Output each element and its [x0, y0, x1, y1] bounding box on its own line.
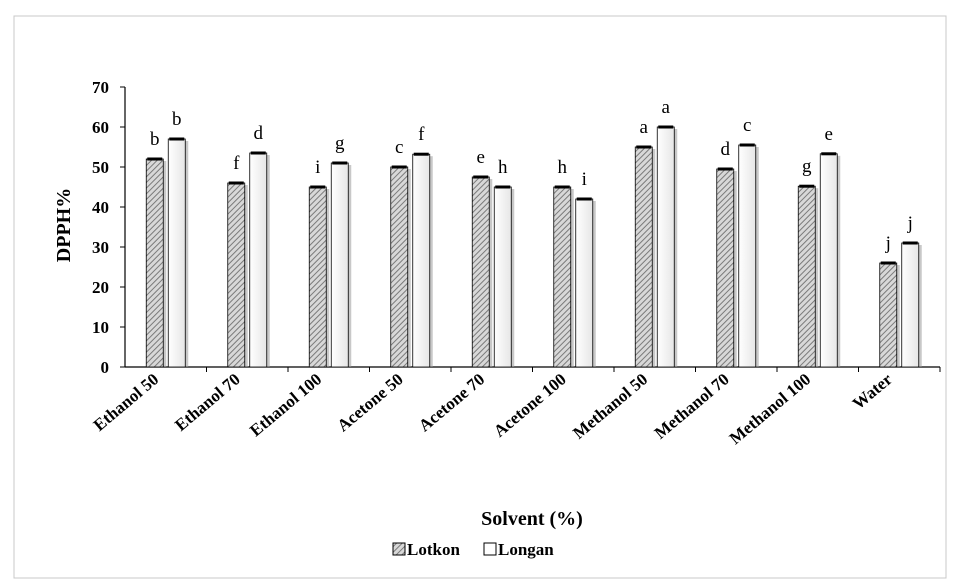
significance-letter: h	[498, 157, 508, 178]
y-axis-title: DPPH%	[53, 188, 75, 262]
y-tick-label: 40	[92, 198, 109, 217]
x-tick-label: Acetone 100	[490, 370, 570, 441]
x-tick-label: Ethanol 70	[171, 370, 244, 435]
bar-longan	[738, 144, 757, 368]
legend-item-lotkon: Lotkon	[392, 540, 460, 559]
y-tick-label: 70	[92, 78, 109, 97]
legend-item-longan: Longan	[483, 540, 554, 559]
significance-letter: i	[315, 157, 320, 178]
bar-longan	[493, 186, 512, 368]
chart-border	[13, 15, 947, 579]
x-tick-label: Ethanol 100	[246, 370, 325, 441]
y-tick-label: 10	[92, 318, 109, 337]
x-tick-label: Methanol 70	[651, 370, 733, 443]
bar-lotkon	[227, 182, 246, 368]
bar-lotkon	[716, 168, 735, 368]
legend-swatch	[483, 542, 497, 556]
bar-lotkon	[879, 262, 898, 368]
x-tick-label: Methanol 50	[569, 370, 651, 443]
bars-group	[145, 125, 922, 368]
bar-longan	[656, 126, 675, 368]
x-axis-title: Solvent (%)	[481, 508, 583, 530]
significance-letter: g	[335, 133, 345, 154]
legend-label: Lotkon	[407, 540, 460, 559]
significance-letter: g	[802, 156, 812, 177]
bar-lotkon	[797, 185, 816, 368]
significance-letter: e	[825, 124, 833, 145]
significance-letter: f	[418, 124, 425, 145]
y-tick-label: 60	[92, 118, 109, 137]
legend: Lotkon Longan	[392, 540, 554, 559]
significance-letter: d	[721, 139, 731, 160]
significance-letter: b	[172, 109, 182, 130]
bar-longan	[167, 138, 186, 368]
bar-lotkon	[390, 166, 409, 368]
x-tick-label: Water	[849, 369, 896, 413]
significance-letter: c	[395, 137, 403, 158]
significance-letter: h	[558, 157, 568, 178]
bar-longan	[819, 153, 838, 368]
significance-letter: j	[907, 213, 913, 234]
y-tick-label: 30	[92, 238, 109, 257]
significance-letter: a	[640, 117, 649, 138]
bar-longan	[575, 198, 594, 368]
x-tick-label: Acetone 50	[333, 370, 406, 436]
significance-letter: b	[150, 129, 160, 150]
bar-longan	[330, 162, 349, 368]
significance-letter: i	[582, 169, 587, 190]
legend-swatch	[392, 542, 406, 556]
bar-lotkon	[634, 146, 653, 368]
bar-lotkon	[471, 176, 490, 368]
bar-lotkon	[553, 186, 572, 368]
bar-longan	[249, 152, 268, 368]
bar-lotkon	[145, 158, 164, 368]
y-tick-label: 50	[92, 158, 109, 177]
x-tick-label: Ethanol 50	[90, 370, 163, 435]
y-tick-label: 20	[92, 278, 109, 297]
significance-letter: j	[885, 233, 891, 254]
bar-longan	[412, 153, 431, 368]
legend-label: Longan	[498, 540, 554, 559]
significance-letter: d	[254, 123, 264, 144]
y-tick-label: 0	[101, 358, 110, 377]
x-tick-label: Methanol 100	[726, 370, 815, 449]
bar-longan	[901, 242, 920, 368]
x-tick-label: Acetone 70	[415, 370, 488, 436]
bar-lotkon	[308, 186, 327, 368]
significance-letter: e	[477, 147, 485, 168]
significance-letter: c	[743, 115, 751, 136]
significance-letter: f	[233, 153, 240, 174]
significance-letter: a	[662, 97, 671, 118]
